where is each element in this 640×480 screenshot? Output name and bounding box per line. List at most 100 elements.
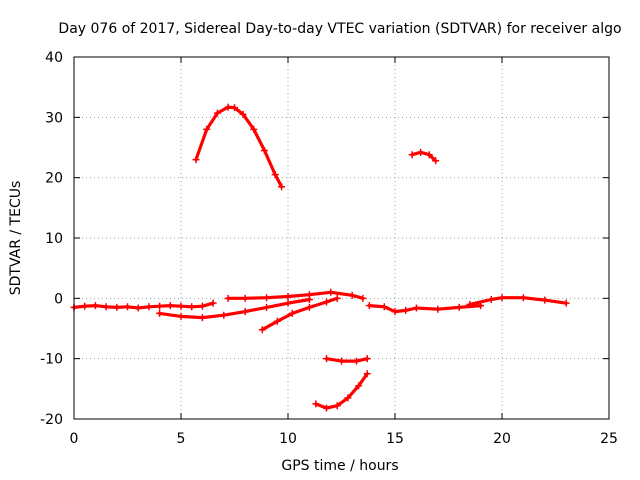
series-arc-high-small (410, 150, 438, 163)
chart-title: Day 076 of 2017, Sidereal Day-to-day VTE… (58, 21, 621, 37)
data-point (338, 357, 345, 365)
data-point (198, 302, 206, 310)
data-point (177, 312, 185, 320)
y-tick-label: 20 (45, 171, 63, 187)
series-arc-high-peak (194, 105, 284, 189)
data-point (519, 294, 527, 302)
series-arc-bottom (314, 372, 369, 410)
data-point (327, 288, 335, 296)
data-point (260, 147, 268, 155)
data-point (305, 291, 313, 299)
data-point (198, 314, 206, 322)
data-point (91, 302, 99, 310)
data-point (278, 183, 286, 191)
data-point (113, 303, 121, 311)
data-point (359, 294, 367, 302)
data-point (408, 151, 416, 159)
data-point (156, 309, 164, 317)
x-tick-label: 5 (177, 431, 186, 447)
data-point (124, 303, 131, 311)
data-point (333, 294, 341, 302)
y-axis-label: SDTVAR / TECUs (8, 181, 24, 296)
data-point (220, 311, 228, 319)
data-point (425, 151, 433, 159)
x-axis-label: GPS time / hours (281, 458, 398, 474)
data-point (434, 305, 442, 313)
tick-layer (73, 56, 610, 420)
data-point (352, 357, 360, 365)
data-point (344, 394, 352, 402)
data-point (363, 355, 371, 363)
data-point (333, 402, 341, 410)
y-tick-label: 10 (45, 231, 63, 247)
grid-layer (74, 57, 609, 419)
data-point (323, 298, 331, 306)
data-point (241, 308, 249, 316)
data-point (241, 294, 249, 302)
data-point (250, 125, 258, 133)
data-point (188, 303, 196, 311)
series-arc-minus10 (324, 357, 369, 363)
data-point (355, 382, 363, 390)
x-tick-label: 25 (600, 431, 618, 447)
data-point (239, 110, 247, 118)
data-point (323, 404, 331, 412)
series-arc-low-left (158, 297, 311, 320)
x-tick-label: 15 (386, 431, 404, 447)
data-point (365, 302, 373, 310)
data-point (271, 171, 279, 179)
data-point (288, 309, 296, 317)
data-point (363, 370, 371, 378)
data-point (284, 293, 292, 301)
data-point (263, 303, 271, 311)
data-point (192, 156, 200, 164)
data-point (380, 303, 388, 311)
data-point (203, 125, 211, 133)
data-point (498, 294, 506, 302)
data-point (305, 303, 313, 311)
data-point (541, 296, 549, 304)
data-point (487, 296, 495, 304)
data-point (224, 294, 232, 302)
data-point (145, 303, 153, 311)
data-point (348, 291, 356, 299)
data-point (562, 299, 570, 307)
y-tick-label: 40 (45, 50, 63, 66)
data-point (263, 294, 271, 302)
data-point (224, 103, 232, 111)
data-point (323, 355, 331, 363)
tick-label-layer: 0 5 10 15 20 25 -20 -10 0 10 20 30 40 (40, 50, 618, 447)
data-point (455, 303, 463, 311)
data-point (231, 104, 238, 112)
data-point (273, 317, 281, 325)
data-point (402, 306, 410, 314)
series-layer (70, 103, 570, 412)
data-point (166, 302, 174, 310)
data-point (466, 300, 474, 308)
data-point (213, 109, 221, 117)
data-point (177, 302, 185, 310)
y-tick-label: -10 (40, 352, 63, 368)
data-point (81, 302, 89, 310)
y-tick-label: -20 (40, 412, 63, 428)
data-point (417, 148, 425, 156)
series-arc-mid (226, 290, 365, 300)
series-arc-right-low (367, 304, 483, 314)
series-arc-right (468, 296, 568, 306)
data-point (432, 157, 440, 165)
x-tick-label: 0 (70, 431, 79, 447)
data-point (134, 304, 142, 312)
data-point (258, 326, 266, 334)
data-point (391, 308, 399, 316)
data-point (156, 302, 164, 310)
data-point (209, 299, 217, 307)
y-tick-label: 30 (45, 110, 63, 126)
data-point (284, 299, 292, 307)
y-tick-label: 0 (54, 291, 63, 307)
data-point (102, 303, 110, 311)
data-point (312, 400, 320, 408)
data-point (412, 304, 420, 312)
x-tick-label: 10 (279, 431, 297, 447)
x-tick-label: 20 (493, 431, 511, 447)
